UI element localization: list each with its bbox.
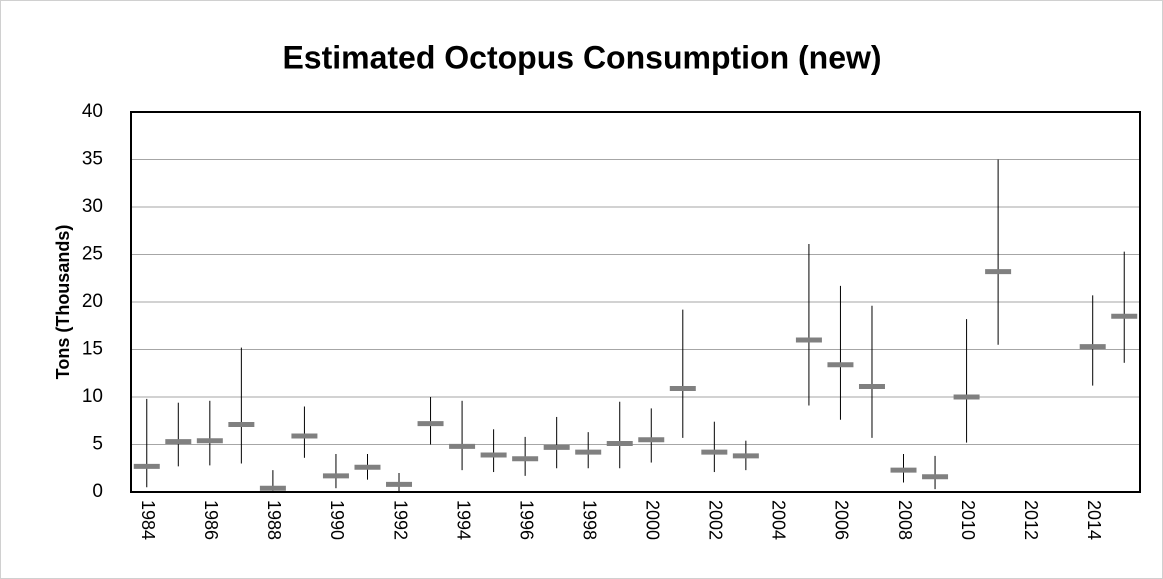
x-tick-label: 1992 [390,500,410,540]
y-tick-label: 25 [82,244,103,265]
y-tick-label: 40 [82,101,103,122]
x-tick-label: 2014 [1084,500,1104,540]
y-tick-label: 15 [82,339,103,360]
y-tick-label: 0 [92,481,103,502]
y-tick-label: 20 [82,291,103,312]
x-tick-label: 1996 [516,500,536,540]
y-tick-label: 35 [82,149,103,170]
plot-border [130,111,1141,493]
x-tick-label: 2006 [832,500,852,540]
x-tick-label: 1998 [579,500,599,540]
y-axis-label: Tons (Thousands) [53,225,73,380]
y-tick-label: 5 [92,434,103,455]
y-tick-label: 30 [82,196,103,217]
y-tick-label: 10 [82,386,103,407]
chart-title: Estimated Octopus Consumption (new) [282,39,881,75]
x-tick-label: 1984 [138,500,158,540]
x-tick-label: 1990 [327,500,347,540]
x-tick-label: 2004 [769,500,789,540]
x-tick-label: 1988 [264,500,284,540]
x-tick-label: 1994 [453,500,473,540]
x-tick-label: 2000 [643,500,663,540]
x-tick-label: 2008 [895,500,915,540]
x-tick-label: 2002 [706,500,726,540]
x-tick-label: 2010 [958,500,978,540]
x-tick-label: 2012 [1021,500,1041,540]
x-tick-label: 1986 [201,500,221,540]
